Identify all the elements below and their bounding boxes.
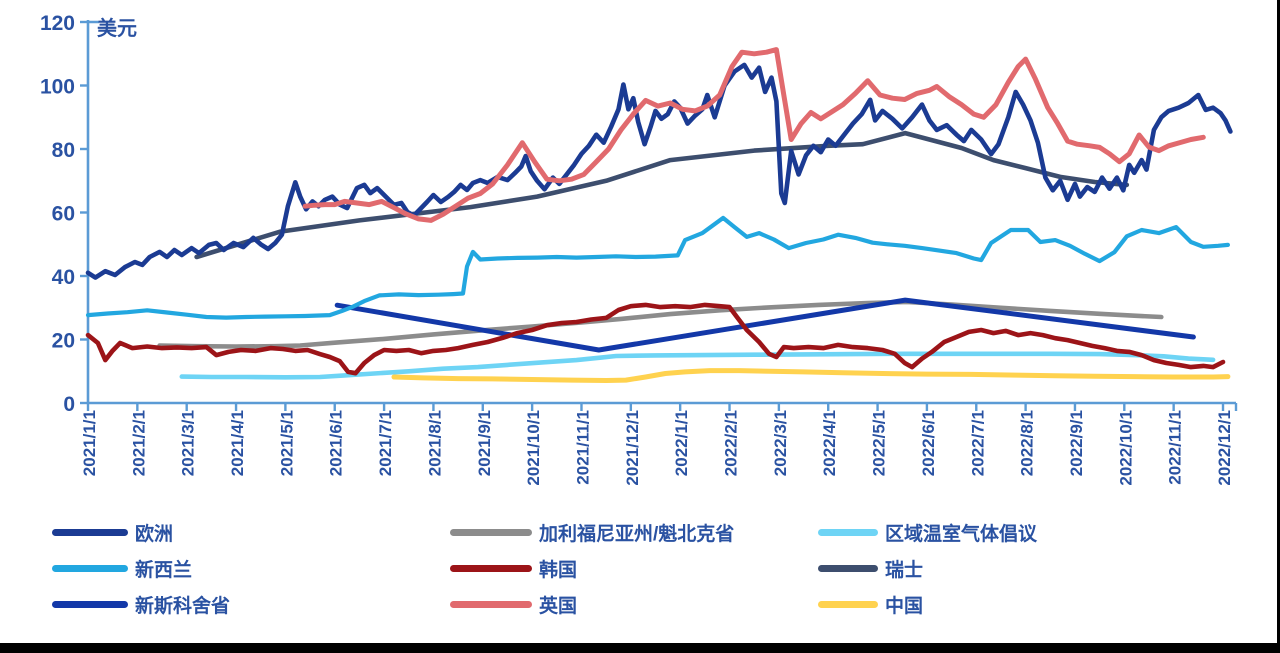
x-tick-label-2022/12/1: 2022/12/1: [1215, 410, 1234, 486]
legend-label-rggi: 区域温室气体倡议: [885, 523, 1038, 545]
x-tick-label-2021/7/1: 2021/7/1: [376, 410, 395, 476]
legend-item-rggi: 区域温室气体倡议: [818, 521, 1038, 545]
x-tick-label-2021/2/1: 2021/2/1: [129, 410, 148, 476]
legend-label-eu: 欧洲: [135, 523, 174, 545]
x-tick-label-2021/9/1: 2021/9/1: [475, 410, 494, 476]
series-line-eu: [85, 62, 1233, 280]
x-tick-label-2022/5/1: 2022/5/1: [870, 410, 889, 476]
series-line-new_zealand: [85, 215, 1231, 320]
legend-label-california-quebec: 加利福尼亚州/魁北克省: [539, 523, 735, 545]
x-tick-label-2021/10/1: 2021/10/1: [524, 410, 543, 486]
series-line-south_korea: [85, 302, 1226, 376]
legend-item-china: 中国: [818, 593, 924, 617]
series-line-rggi: [179, 351, 1216, 380]
y-tick-label-40: 40: [52, 266, 75, 289]
series-line-china: [391, 368, 1231, 383]
x-tick-label-2021/3/1: 2021/3/1: [179, 410, 198, 476]
x-tick-label-2021/8/1: 2021/8/1: [425, 410, 444, 476]
legend-item-south-korea: 韩国: [450, 557, 578, 581]
window-bottom-edge: [0, 643, 1280, 653]
x-tick-label-2022/8/1: 2022/8/1: [1018, 410, 1037, 476]
x-tick-label-2022/9/1: 2022/9/1: [1067, 410, 1086, 476]
x-tick-label-2022/10/1: 2022/10/1: [1116, 410, 1135, 486]
legend-swatch-new-zealand: [52, 564, 128, 572]
x-tick-label-2022/2/1: 2022/2/1: [722, 410, 741, 476]
series-line-california_quebec: [157, 299, 1164, 349]
legend-swatch-south-korea: [450, 564, 532, 572]
legend-item-california-quebec: 加利福尼亚州/魁北克省: [450, 521, 735, 545]
legend-item-nova-scotia: 新斯科舍省: [52, 593, 231, 617]
x-tick-label-2022/6/1: 2022/6/1: [919, 410, 938, 476]
y-tick-label-60: 60: [52, 203, 75, 226]
legend-label-south-korea: 韩国: [539, 559, 578, 581]
x-tick-label-2021/11/1: 2021/11/1: [573, 410, 592, 485]
legend-item-uk: 英国: [450, 593, 578, 617]
legend-item-eu: 欧洲: [52, 521, 174, 545]
legend-swatch-uk: [450, 600, 532, 608]
legend-label-switzerland: 瑞士: [885, 559, 924, 581]
legend-swatch-rggi: [818, 528, 878, 536]
series-line-uk: [302, 47, 1206, 223]
y-tick-label-80: 80: [52, 139, 75, 162]
y-tick-label-120: 120: [40, 12, 75, 35]
x-tick-label-2021/1/1: 2021/1/1: [80, 410, 99, 476]
series-line-nova_scotia: [334, 297, 1196, 353]
x-tick-label-2021/6/1: 2021/6/1: [327, 410, 346, 476]
x-tick-label-2022/11/1: 2022/11/1: [1166, 410, 1185, 485]
y-tick-label-100: 100: [40, 76, 75, 99]
y-axis-unit-label: 美元: [97, 18, 137, 40]
y-tick-label-0: 0: [63, 393, 75, 416]
legend-swatch-china: [818, 600, 878, 608]
x-tick-label-2022/3/1: 2022/3/1: [771, 410, 790, 476]
legend-label-new-zealand: 新西兰: [135, 559, 193, 581]
x-tick-label-2021/5/1: 2021/5/1: [277, 410, 296, 476]
legend-swatch-nova-scotia: [52, 600, 128, 608]
window-right-edge: [1277, 0, 1280, 653]
legend-item-new-zealand: 新西兰: [52, 557, 193, 581]
legend-swatch-switzerland: [818, 564, 878, 572]
x-tick-label-2022/1/1: 2022/1/1: [672, 410, 691, 476]
x-tick-label-2022/7/1: 2022/7/1: [968, 410, 987, 476]
y-tick-label-20: 20: [52, 330, 75, 353]
legend-label-china: 中国: [885, 595, 924, 617]
legend-label-nova-scotia: 新斯科舍省: [135, 595, 231, 617]
series-line-switzerland: [194, 130, 1130, 260]
legend-item-switzerland: 瑞士: [818, 557, 924, 581]
legend-swatch-eu: [52, 528, 128, 536]
x-tick-label-2021/4/1: 2021/4/1: [228, 410, 247, 476]
x-tick-label-2021/12/1: 2021/12/1: [623, 410, 642, 486]
legend-label-uk: 英国: [539, 595, 578, 617]
x-tick-label-2022/4/1: 2022/4/1: [820, 410, 839, 476]
legend-swatch-california-quebec: [450, 528, 532, 536]
